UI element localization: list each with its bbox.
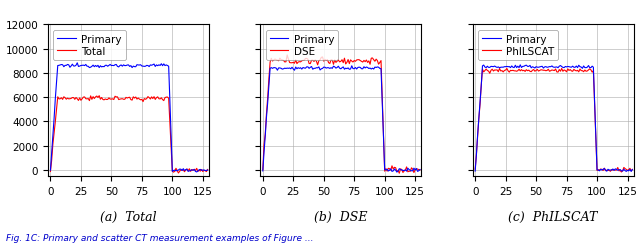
DSE (416, 169, 424, 172)
Legend: Primary, PhILSCAT: Primary, PhILSCAT (478, 30, 559, 61)
Primary (74, 62, 81, 65)
Primary (364, 67, 371, 70)
Primary (516, 64, 524, 67)
Legend: Primary, Total: Primary, Total (53, 30, 126, 61)
Primary (393, 171, 401, 174)
DSE (364, 62, 371, 65)
PhILSCAT (628, 168, 636, 171)
Primary (514, 66, 522, 69)
Primary (47, 169, 54, 172)
Total (47, 170, 54, 173)
Primary (193, 171, 200, 174)
Total (204, 168, 211, 171)
Total (115, 99, 122, 102)
Primary (416, 168, 424, 171)
Primary (471, 170, 479, 173)
DSE (327, 59, 335, 62)
Total (164, 96, 172, 99)
DSE (303, 58, 310, 61)
PhILSCAT (538, 69, 546, 72)
Primary (340, 69, 348, 72)
Total (129, 96, 137, 99)
DSE (259, 169, 267, 172)
Line: DSE: DSE (263, 56, 420, 174)
Text: Fig. 1C: Primary and scatter CT measurement examples of Figure ...: Fig. 1C: Primary and scatter CT measurem… (6, 233, 314, 242)
Line: Total: Total (51, 96, 207, 173)
Line: Primary: Primary (51, 64, 207, 172)
Primary (596, 170, 604, 173)
Primary (129, 65, 137, 68)
Primary (90, 66, 98, 69)
Line: PhILSCAT: PhILSCAT (475, 69, 632, 172)
Primary (301, 68, 309, 71)
Primary (259, 170, 267, 173)
Primary (204, 169, 211, 172)
Primary (627, 170, 635, 173)
Primary (115, 66, 122, 69)
Text: (c)  PhILSCAT: (c) PhILSCAT (508, 210, 598, 223)
Primary (348, 65, 356, 68)
PhILSCAT (558, 68, 566, 71)
DSE (376, 62, 383, 65)
PhILSCAT (588, 71, 596, 74)
PhILSCAT (514, 70, 522, 73)
Primary (164, 65, 172, 68)
Primary (383, 168, 391, 171)
Primary (152, 66, 159, 69)
Primary (576, 66, 584, 69)
DSE (396, 172, 403, 175)
DSE (383, 170, 391, 173)
Text: (b)  DSE: (b) DSE (314, 210, 367, 223)
PhILSCAT (596, 169, 604, 172)
DSE (342, 63, 349, 66)
Total (171, 170, 179, 173)
PhILSCAT (576, 68, 584, 71)
Primary (171, 169, 179, 172)
Legend: Primary, DSE: Primary, DSE (266, 30, 339, 61)
PhILSCAT (553, 71, 561, 74)
DSE (284, 54, 291, 57)
Text: (a)  Total: (a) Total (100, 210, 157, 223)
Primary (588, 65, 596, 68)
PhILSCAT (471, 168, 479, 171)
Total (175, 172, 182, 175)
Primary (540, 67, 547, 70)
Primary (554, 67, 562, 70)
Total (152, 99, 159, 102)
Primary (326, 68, 333, 71)
Primary (376, 68, 383, 71)
Line: Primary: Primary (475, 66, 632, 172)
Line: Primary: Primary (263, 67, 420, 172)
Total (89, 96, 97, 99)
Primary (628, 168, 636, 171)
Total (95, 95, 103, 98)
PhILSCAT (618, 171, 625, 174)
